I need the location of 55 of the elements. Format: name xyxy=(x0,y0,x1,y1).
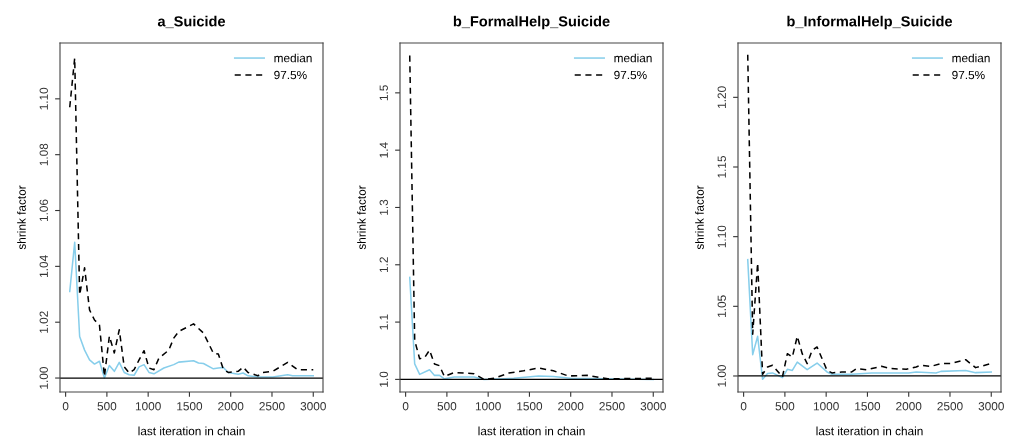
y-tick-label: 1.04 xyxy=(39,255,48,277)
x-tick-label: 2500 xyxy=(259,402,285,411)
y-tick-label: 1.00 xyxy=(717,364,726,387)
y-tick-label: 1.15 xyxy=(717,156,726,178)
x-tick-label: 500 xyxy=(437,402,457,411)
x-tick-label: 2500 xyxy=(937,402,963,411)
line-series xyxy=(746,258,993,381)
x-tick-label: 1500 xyxy=(855,402,881,411)
x-tick-label: 3000 xyxy=(978,402,1004,411)
x-tick-label: 1500 xyxy=(177,402,203,411)
line-series xyxy=(68,241,315,379)
x-tick-label: 2000 xyxy=(558,402,584,411)
legend-label: median xyxy=(614,53,652,63)
y-tick-label: 1.20 xyxy=(717,86,726,108)
x-tick-label: 500 xyxy=(775,402,795,411)
x-tick-label: 3000 xyxy=(300,402,326,411)
x-axis-title: last iteration in chain xyxy=(816,426,923,436)
y-tick-label: 1.02 xyxy=(39,311,48,333)
x-tick-label: 0 xyxy=(402,402,409,411)
y-tick-label: 1.10 xyxy=(717,225,726,248)
y-tick-label: 1.10 xyxy=(39,87,48,110)
x-tick-label: 3000 xyxy=(640,402,666,411)
x-tick-label: 1500 xyxy=(517,402,543,411)
x-tick-label: 1000 xyxy=(813,402,839,411)
y-tick-label: 1.2 xyxy=(379,257,388,273)
x-axis-title: last iteration in chain xyxy=(478,426,585,436)
y-tick-label: 1.3 xyxy=(379,199,388,215)
chart-title: b_FormalHelp_Suicide xyxy=(453,15,610,30)
y-tick-label: 1.4 xyxy=(379,142,388,158)
x-tick-label: 2500 xyxy=(599,402,625,411)
legend-label: median xyxy=(274,53,312,63)
x-tick-label: 2000 xyxy=(218,402,244,411)
x-tick-label: 0 xyxy=(740,402,747,411)
y-axis-title: shrink factor xyxy=(17,185,26,250)
chart-title: b_InformalHelp_Suicide xyxy=(787,15,953,30)
x-axis-title: last iteration in chain xyxy=(138,426,245,436)
y-axis-title: shrink factor xyxy=(695,185,704,250)
x-tick-label: 500 xyxy=(97,402,117,411)
y-tick-label: 1.08 xyxy=(39,143,48,166)
y-tick-label: 1.00 xyxy=(39,367,48,389)
x-tick-label: 2000 xyxy=(896,402,922,411)
legend-label: median xyxy=(952,53,990,63)
y-tick-label: 1.05 xyxy=(717,295,726,317)
y-axis-title: shrink factor xyxy=(357,185,366,250)
x-tick-label: 1000 xyxy=(135,402,161,411)
y-tick-label: 1.5 xyxy=(379,85,388,101)
legend-label: 97.5% xyxy=(614,70,647,80)
chart-title: a_Suicide xyxy=(157,15,226,29)
y-tick-label: 1.0 xyxy=(379,371,388,387)
x-tick-label: 0 xyxy=(62,402,69,411)
legend-label: 97.5% xyxy=(274,70,307,80)
legend-label: 97.5% xyxy=(952,70,985,80)
y-tick-label: 1.1 xyxy=(379,314,388,330)
y-tick-label: 1.06 xyxy=(39,199,48,222)
x-tick-label: 1000 xyxy=(475,402,501,411)
